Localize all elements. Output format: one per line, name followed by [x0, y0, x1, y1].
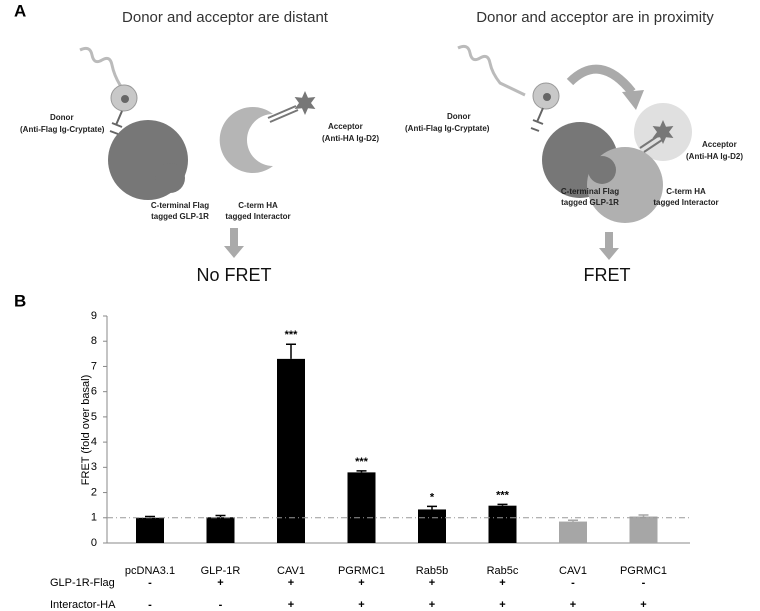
label: C-term HA — [238, 201, 278, 210]
x-tick-label: pcDNA3.1 — [125, 565, 175, 577]
row-value: - — [148, 577, 152, 589]
row-value: + — [217, 577, 223, 589]
label: Acceptor — [702, 140, 737, 149]
row-label: Interactor-HA — [50, 599, 116, 611]
bar — [277, 358, 305, 543]
label: tagged Interactor — [653, 198, 718, 207]
chart: 0 1 2 3 4 5 6 7 8 9 pcDNA3.1 GLP-1R *** CAV1 *** PGRMC1… — [50, 310, 690, 611]
bar — [418, 509, 446, 543]
panel-title: Donor and acceptor are distant — [122, 9, 329, 26]
row-value: - — [571, 577, 575, 589]
y-tick-label: 7 — [91, 360, 97, 372]
row-label: GLP-1R-Flag — [50, 577, 115, 589]
label: (Anti-Flag Ig-Cryptate) — [405, 124, 490, 133]
significance: *** — [355, 456, 369, 468]
diagram-left — [79, 46, 316, 258]
label: Acceptor — [328, 122, 363, 131]
row-value: + — [429, 599, 435, 611]
label: C-terminal Flag — [561, 187, 619, 196]
label: (Anti-HA Ig-D2) — [322, 134, 379, 143]
y-tick-label: 5 — [91, 411, 97, 423]
y-tick-label: 4 — [91, 436, 97, 448]
y-tick-label: 6 — [91, 386, 97, 398]
row-value: + — [499, 599, 505, 611]
bar — [136, 517, 164, 543]
bar — [488, 505, 517, 543]
label: Donor — [447, 112, 471, 121]
x-tick-label: GLP-1R — [201, 565, 241, 577]
row-value: + — [288, 599, 294, 611]
y-tick-label: 0 — [91, 537, 97, 549]
row-value: - — [642, 577, 646, 589]
result: No FRET — [196, 265, 271, 285]
label: Donor — [50, 113, 74, 122]
panel-label: B — [14, 291, 26, 310]
label: tagged GLP-1R — [151, 212, 209, 221]
row-value: - — [219, 599, 223, 611]
significance: *** — [285, 329, 299, 341]
bar — [629, 516, 658, 543]
x-tick-label: PGRMC1 — [620, 565, 667, 577]
error-bar — [286, 343, 296, 359]
bar — [206, 517, 235, 543]
x-tick-label: CAV1 — [559, 565, 587, 577]
panel-label: A — [14, 1, 26, 20]
label: C-terminal Flag — [151, 201, 209, 210]
label: (Anti-Flag Ig-Cryptate) — [20, 125, 105, 134]
x-tick-label: PGRMC1 — [338, 565, 385, 577]
row-value: - — [148, 599, 152, 611]
row-value: + — [358, 599, 364, 611]
error-bar — [427, 505, 437, 510]
error-bar — [497, 503, 508, 506]
row-value: + — [570, 599, 576, 611]
y-tick-label: 1 — [91, 512, 97, 524]
row-value: + — [429, 577, 435, 589]
y-tick-label: 9 — [91, 310, 97, 322]
y-tick-label: 2 — [91, 486, 97, 498]
label: (Anti-HA Ig-D2) — [686, 152, 743, 161]
y-tick-label: 8 — [91, 335, 97, 347]
diagram-right — [457, 44, 692, 260]
x-tick-label: CAV1 — [277, 565, 305, 577]
bar — [347, 472, 376, 543]
y-tick-label: 3 — [91, 461, 97, 473]
x-tick-label: Rab5b — [416, 565, 448, 577]
row-value: + — [499, 577, 505, 589]
row-value: + — [288, 577, 294, 589]
label: tagged GLP-1R — [561, 198, 619, 207]
panel-title: Donor and acceptor are in proximity — [476, 9, 714, 26]
label: C-term HA — [666, 187, 706, 196]
error-bar — [215, 514, 226, 518]
significance: * — [430, 491, 435, 503]
row-value: + — [640, 599, 646, 611]
y-axis-title: FRET (fold over basal) — [80, 375, 92, 485]
label: tagged Interactor — [225, 212, 290, 221]
error-bar — [568, 519, 578, 522]
error-bar — [356, 470, 367, 473]
significance: *** — [496, 489, 510, 501]
bar — [559, 521, 587, 543]
result: FRET — [584, 265, 631, 285]
error-bar — [638, 514, 649, 517]
x-tick-label: Rab5c — [487, 565, 519, 577]
row-value: + — [358, 577, 364, 589]
